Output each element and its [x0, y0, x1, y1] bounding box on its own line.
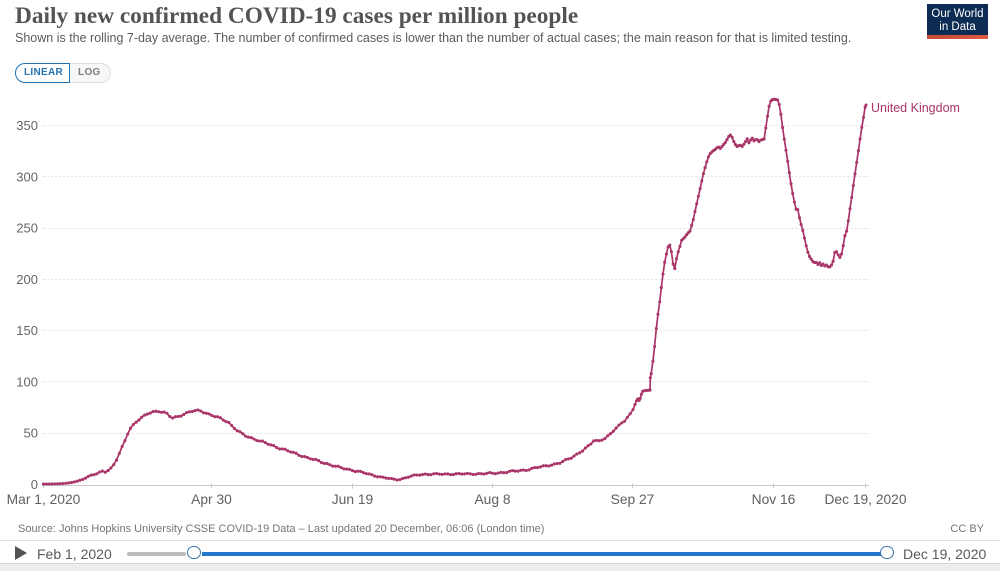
svg-text:200: 200 [16, 272, 38, 287]
svg-text:Nov 16: Nov 16 [752, 492, 796, 507]
svg-text:0: 0 [31, 477, 38, 492]
svg-text:Apr 30: Apr 30 [191, 492, 232, 507]
svg-text:Aug 8: Aug 8 [474, 492, 510, 507]
svg-text:150: 150 [16, 323, 38, 338]
svg-text:250: 250 [16, 221, 38, 236]
svg-text:United Kingdom: United Kingdom [871, 101, 960, 115]
svg-text:Dec 19, 2020: Dec 19, 2020 [824, 492, 906, 507]
svg-text:300: 300 [16, 169, 38, 184]
svg-text:Mar 1, 2020: Mar 1, 2020 [7, 492, 81, 507]
svg-text:50: 50 [24, 426, 38, 441]
svg-text:Sep 27: Sep 27 [611, 492, 655, 507]
svg-text:100: 100 [16, 374, 38, 389]
svg-text:Jun 19: Jun 19 [332, 492, 374, 507]
svg-text:350: 350 [16, 118, 38, 133]
